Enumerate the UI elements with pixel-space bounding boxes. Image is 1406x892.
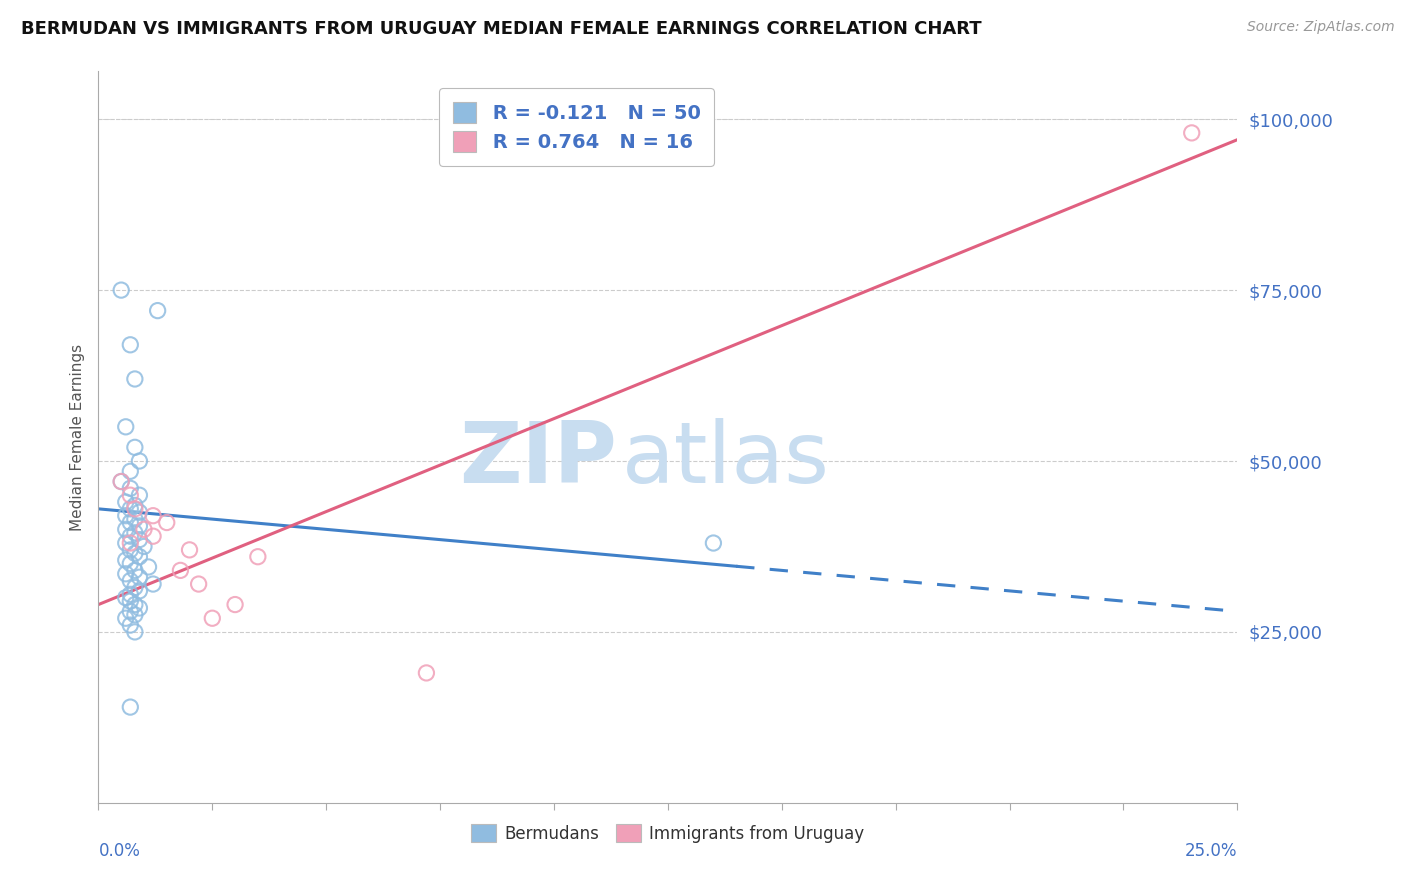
Point [124,607,146,622]
Point [120,501,142,516]
Text: atlas: atlas [623,417,831,500]
Point [128,505,150,519]
Point [128,601,150,615]
Point [124,372,146,386]
Point [187,577,209,591]
Point [120,516,142,530]
Point [124,501,146,516]
Point [114,508,136,523]
Point [246,549,269,564]
Point [142,577,165,591]
Point [124,581,146,595]
Point [132,522,155,536]
Point [120,338,142,352]
Point [114,536,136,550]
Point [156,516,179,530]
Point [702,536,724,550]
Point [114,611,136,625]
Point [128,570,150,584]
Point [114,420,136,434]
Point [114,553,136,567]
Point [124,499,146,513]
Point [114,591,136,605]
Text: 25.0%: 25.0% [1185,842,1237,860]
Legend: Bermudans, Immigrants from Uruguay: Bermudans, Immigrants from Uruguay [464,818,872,849]
Point [169,563,191,577]
Point [120,594,142,608]
Point [124,598,146,612]
Point [128,488,150,502]
Point [128,533,150,547]
Point [120,542,142,557]
Point [120,464,142,478]
Point [132,540,155,554]
Point [142,529,165,543]
Point [124,624,146,639]
Point [120,557,142,571]
Point [128,519,150,533]
Point [415,665,437,680]
Point [114,566,136,581]
Text: Source: ZipAtlas.com: Source: ZipAtlas.com [1247,20,1395,34]
Point [128,583,150,598]
Point [179,542,201,557]
Text: BERMUDAN VS IMMIGRANTS FROM URUGUAY MEDIAN FEMALE EARNINGS CORRELATION CHART: BERMUDAN VS IMMIGRANTS FROM URUGUAY MEDI… [21,20,981,37]
Point [120,587,142,601]
Text: ZIP: ZIP [458,417,617,500]
Point [120,481,142,495]
Point [120,536,142,550]
Point [128,549,150,564]
Point [120,700,142,714]
Point [201,611,224,625]
Point [138,560,160,574]
Point [114,495,136,509]
Point [128,454,150,468]
Point [120,574,142,588]
Point [120,618,142,632]
Text: 0.0%: 0.0% [98,842,141,860]
Point [120,529,142,543]
Point [124,546,146,560]
Point [124,440,146,454]
Point [146,303,169,318]
Point [120,488,142,502]
Point [110,283,132,297]
Point [224,598,246,612]
Point [124,512,146,526]
Point [124,563,146,577]
Y-axis label: Median Female Earnings: Median Female Earnings [69,343,84,531]
Point [142,508,165,523]
Point [110,475,132,489]
Point [120,604,142,618]
Point [110,475,132,489]
Point [124,525,146,540]
Point [1181,126,1204,140]
Point [114,522,136,536]
